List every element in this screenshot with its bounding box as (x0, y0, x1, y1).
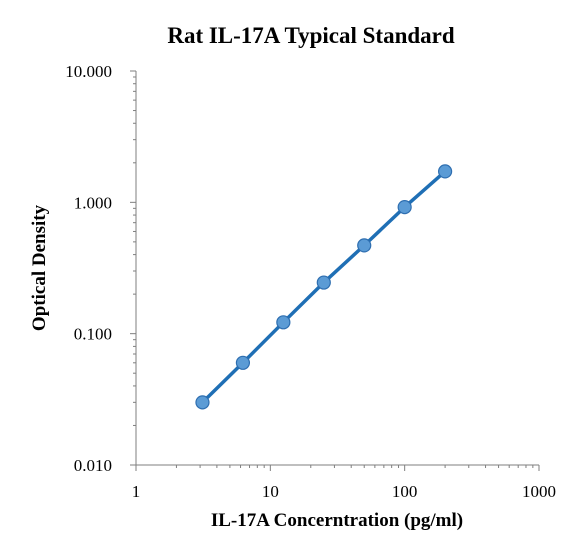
data-series (195, 164, 453, 410)
y-tick-label: 0.010 (74, 456, 112, 475)
y-tick-label: 10.000 (65, 62, 112, 81)
y-tick-label: 0.100 (74, 325, 112, 344)
data-point (195, 395, 210, 410)
x-tick-label: 1 (132, 482, 141, 501)
x-tick-label: 100 (392, 482, 418, 501)
y-axis-label: Optical Density (29, 204, 50, 331)
y-axis-ticks (130, 70, 136, 466)
data-point (235, 355, 251, 370)
x-tick-label: 1000 (522, 482, 556, 501)
x-tick-labels: 1 10 100 1000 (132, 482, 556, 501)
x-axis-ticks (135, 465, 540, 471)
data-point (316, 275, 331, 290)
x-axis-label: IL-17A Concerntration (pg/ml) (211, 510, 463, 531)
y-tick-labels: 0.010 0.100 1.000 10.000 (65, 62, 112, 475)
y-tick-label: 1.000 (74, 193, 112, 212)
data-point (276, 315, 291, 330)
data-point (397, 199, 412, 215)
data-point (438, 164, 453, 179)
chart-title: Rat IL-17A Typical Standard (167, 23, 455, 48)
data-point (357, 238, 372, 253)
x-tick-label: 10 (262, 482, 279, 501)
